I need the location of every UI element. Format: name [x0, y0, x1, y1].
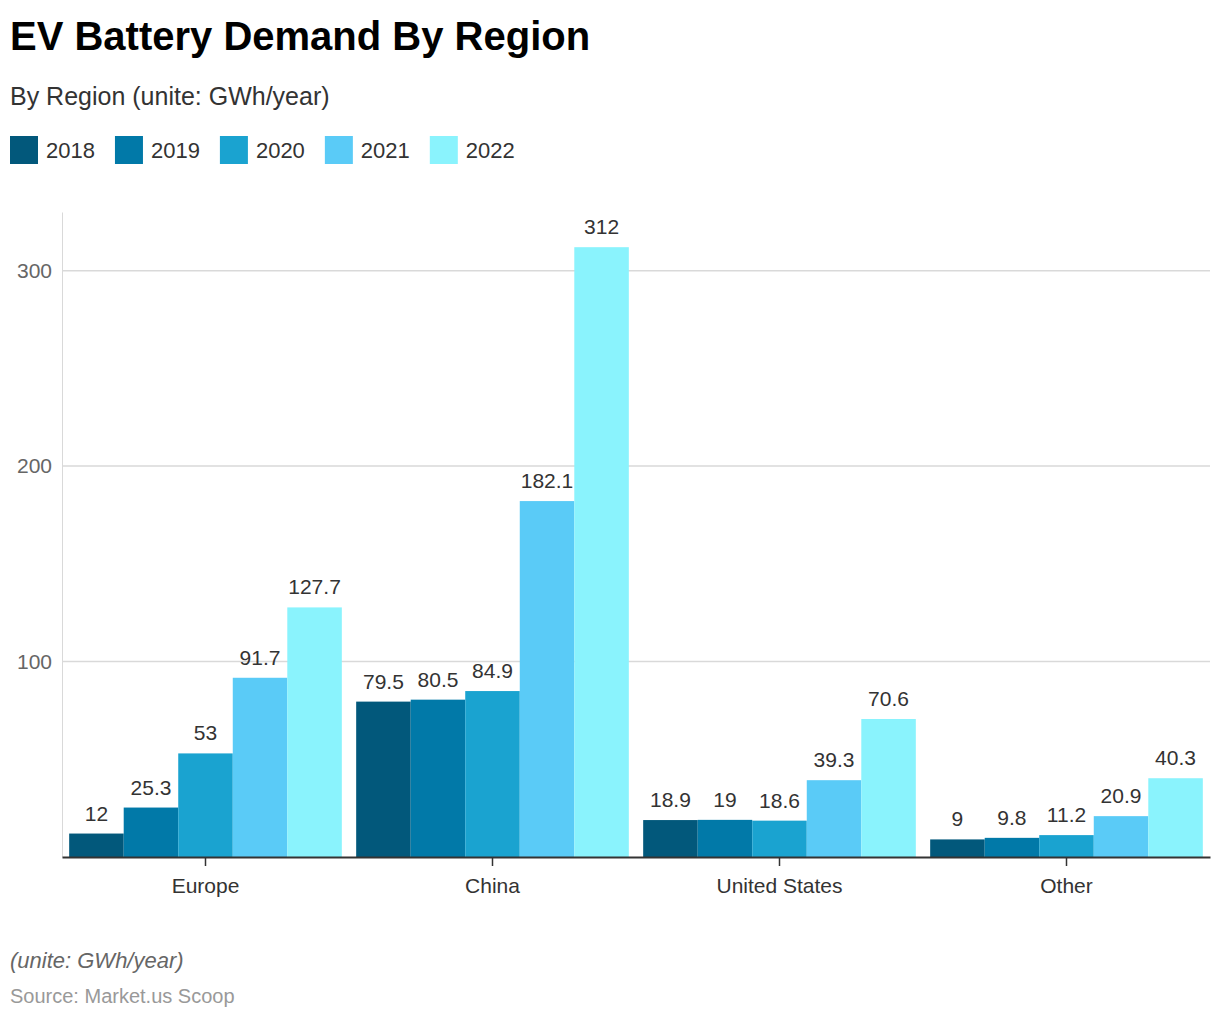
bar: [1039, 835, 1094, 857]
bar: [985, 838, 1040, 857]
x-tick-mark: [1066, 857, 1068, 866]
data-label: 91.7: [240, 646, 281, 669]
y-tick: 200: [17, 454, 62, 477]
subtitle: By Region (unite: GWh/year): [10, 82, 330, 110]
grid-line: [62, 661, 1210, 663]
data-label: 182.1: [521, 469, 574, 492]
data-label: 18.6: [759, 789, 800, 812]
data-label: 79.5: [363, 670, 404, 693]
data-label: 9: [952, 807, 964, 830]
bar: [861, 719, 916, 857]
bar: [698, 820, 753, 857]
legend-swatch: [430, 136, 458, 164]
x-tick-label: China: [465, 874, 520, 897]
legend-swatch: [325, 136, 353, 164]
x-tick-label: United States: [716, 874, 842, 897]
data-label: 20.9: [1101, 784, 1142, 807]
legend-label: 2019: [151, 138, 200, 163]
bar: [465, 691, 520, 857]
x-tick-mark: [492, 857, 494, 866]
x-tick: Europe: [172, 857, 240, 897]
bar: [520, 501, 575, 857]
data-label: 9.8: [997, 806, 1026, 829]
y-tick-label: 200: [17, 454, 52, 477]
data-label: 11.2: [1047, 803, 1086, 826]
x-tick: Other: [1040, 857, 1093, 897]
source: Source: Market.us Scoop: [10, 985, 235, 1007]
x-axis-line: [63, 857, 1211, 859]
grid: [62, 271, 1210, 662]
data-label: 127.7: [288, 575, 341, 598]
legend-swatch: [115, 136, 143, 164]
x-tick-label: Other: [1040, 874, 1093, 897]
data-label: 18.9: [650, 788, 691, 811]
y-axis-line: [62, 213, 63, 858]
bar: [356, 702, 411, 857]
data-label: 25.3: [131, 776, 172, 799]
x-tick: China: [465, 857, 520, 897]
legend-item: 2021: [325, 136, 410, 164]
title: EV Battery Demand By Region: [10, 14, 590, 58]
bar: [807, 780, 862, 857]
grid-line: [62, 465, 1210, 467]
data-label: 12: [85, 802, 108, 825]
y-tick-label: 300: [17, 259, 52, 282]
x-tick: United States: [716, 857, 842, 897]
bar: [178, 753, 233, 857]
legend-swatch: [10, 136, 38, 164]
bar: [930, 839, 985, 857]
bar: [643, 820, 698, 857]
data-label: 53: [194, 721, 217, 744]
legend: 2018 2019 2020 2021 2022: [10, 136, 515, 164]
grid-line: [62, 270, 1210, 272]
bar: [574, 247, 629, 857]
chart: EV Battery Demand By Region By Region (un…: [0, 0, 1220, 1020]
bar: [752, 821, 807, 857]
data-label: 84.9: [472, 659, 513, 682]
bar: [124, 808, 179, 857]
bar: [69, 834, 124, 857]
legend-item: 2018: [10, 136, 95, 164]
bar: [1148, 778, 1203, 857]
data-labels: 12 79.5 18.9 9 25.3 80.5 19 9.8 53 84.9 18.6 11.2 91…: [85, 215, 1196, 830]
x-tick-mark: [205, 857, 207, 866]
legend-swatch: [220, 136, 248, 164]
bar: [233, 678, 288, 857]
x-axis: Europe China United States Other: [63, 857, 1211, 897]
x-tick-label: Europe: [172, 874, 240, 897]
bar: [287, 607, 342, 857]
y-tick-label: 100: [17, 650, 52, 673]
data-label: 80.5: [418, 668, 459, 691]
data-label: 19: [713, 788, 736, 811]
legend-item: 2022: [430, 136, 515, 164]
legend-label: 2020: [256, 138, 305, 163]
annotation: (unite: GWh/year): [10, 948, 184, 973]
legend-label: 2022: [466, 138, 515, 163]
data-label: 40.3: [1155, 746, 1196, 769]
y-axis: 100 200 300: [17, 213, 63, 858]
bars: [69, 247, 1203, 857]
x-tick-mark: [779, 857, 781, 866]
legend-item: 2019: [115, 136, 200, 164]
data-label: 312: [584, 215, 619, 238]
legend-item: 2020: [220, 136, 305, 164]
bar: [411, 700, 466, 857]
legend-label: 2018: [46, 138, 95, 163]
y-tick: 100: [17, 650, 62, 673]
data-label: 39.3: [814, 748, 855, 771]
bar: [1094, 816, 1149, 857]
y-tick: 300: [17, 259, 62, 282]
legend-label: 2021: [361, 138, 410, 163]
data-label: 70.6: [868, 687, 909, 710]
